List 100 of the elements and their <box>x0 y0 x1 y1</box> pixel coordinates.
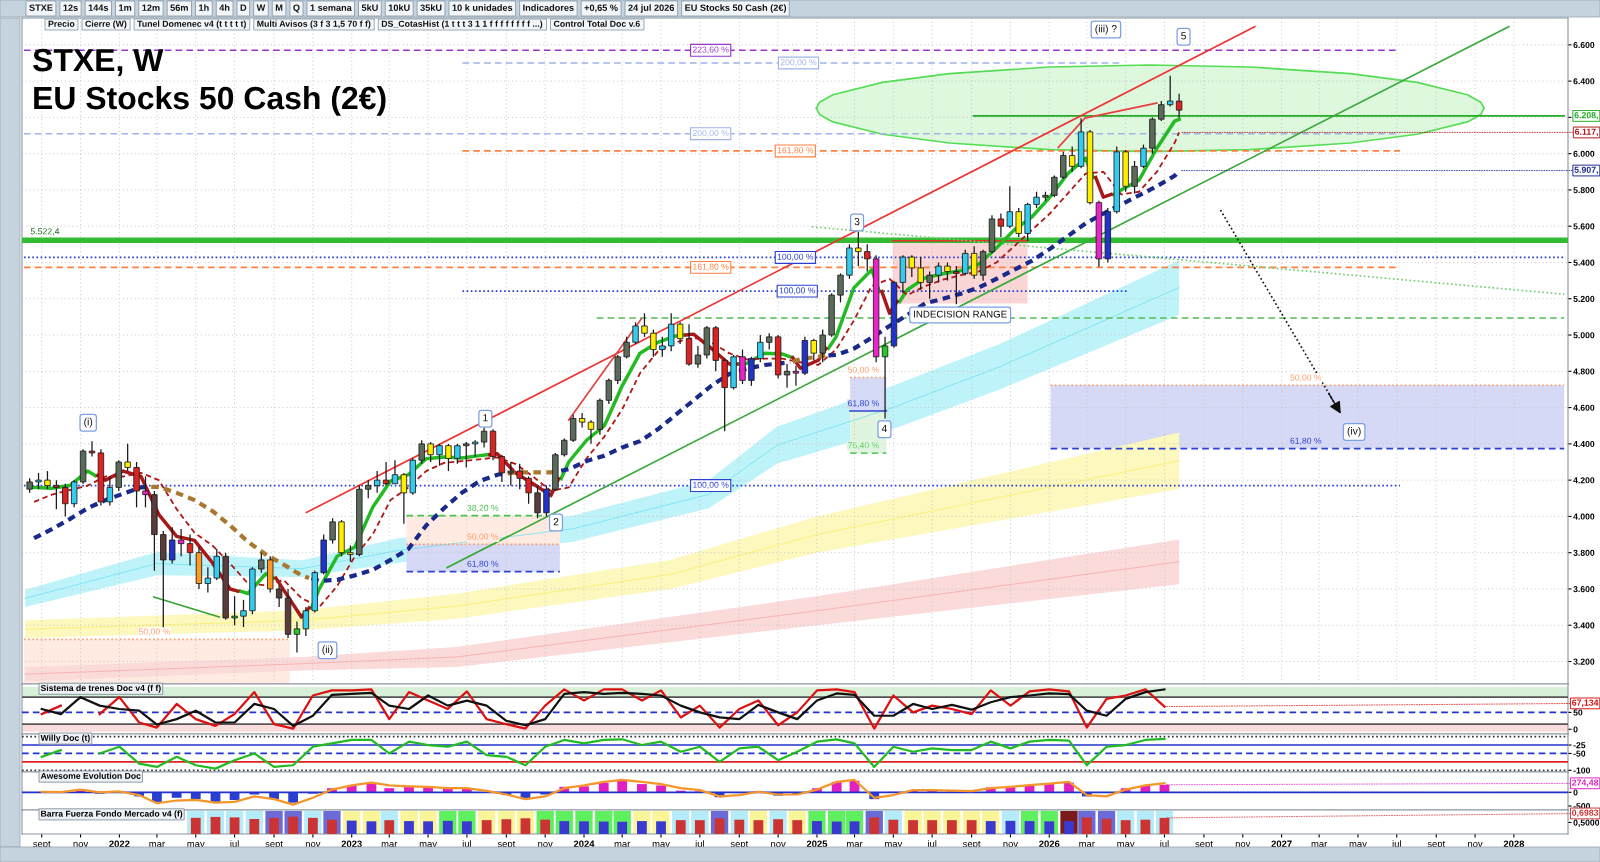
text: 1m <box>119 4 132 11</box>
x-tick-label: mar <box>1079 842 1095 848</box>
chart-title: Sistema de trenes Doc v4 (f f) <box>40 684 161 693</box>
annotation: (ii) <box>322 645 333 656</box>
y-tick-label: 50 <box>1573 709 1583 716</box>
text: 12s <box>63 4 78 11</box>
annotation: 100,00 % <box>693 481 729 489</box>
text: STXE <box>29 4 53 11</box>
text: 35kU <box>420 4 442 11</box>
x-tick-label: sept <box>497 840 516 850</box>
y-tick-label: -25 <box>1573 742 1586 749</box>
x-tick-label: sept <box>33 840 51 850</box>
x-tick-label: 2024 <box>573 840 595 848</box>
annotation: 50,00 % <box>467 533 499 541</box>
annotation: 4 <box>881 424 887 433</box>
y-tick-label: 5.200 <box>1573 295 1595 302</box>
text: 5kU <box>361 4 378 11</box>
y-tick-label: 3.800 <box>1573 549 1595 556</box>
annotation: 274,48 <box>1572 779 1599 787</box>
x-tick-label: nov <box>305 842 321 848</box>
x-tick-label: may <box>187 842 205 850</box>
y-tick-label: 3.400 <box>1573 622 1595 629</box>
text: 10kU <box>388 4 410 11</box>
text: 1h <box>199 4 209 11</box>
annotation: 61,80 % <box>1290 437 1322 445</box>
annotation: Control Total Doc v.6 <box>553 20 640 27</box>
annotation: 6.117, <box>1574 128 1598 137</box>
annotation: Tunel Domenec v4 (t t t t t) <box>137 20 246 29</box>
annotation: 50,00 % <box>138 628 170 636</box>
x-tick-label: nov <box>1235 842 1251 848</box>
x-tick-label: mar <box>381 842 398 848</box>
x-tick-label: nov <box>1003 842 1019 848</box>
text: Q <box>293 4 300 13</box>
annotation: DS_CotasHist (1 t t t 3 1 1 f f f f f f f f ...) <box>381 20 543 29</box>
x-tick-label: sept <box>1195 840 1213 850</box>
text: M <box>275 4 283 11</box>
x-tick-label: mar <box>847 842 863 848</box>
annotation: 161,80 % <box>693 263 729 271</box>
text: EU Stocks 50 Cash (2€) <box>34 85 386 116</box>
x-tick-label: may <box>1117 842 1135 850</box>
annotation: (iii) ? <box>1095 24 1117 35</box>
annotation: Multi Avisos (3 f 3 1,5 70 f f) <box>257 20 371 29</box>
y-tick-label: 4.800 <box>1573 368 1595 375</box>
x-tick-label: may <box>885 842 903 850</box>
annotation: 6.208, <box>1574 112 1598 120</box>
annotation: 100,00 % <box>779 287 816 295</box>
annotation: Precio <box>48 20 75 27</box>
text: 10 k unidades <box>452 4 513 11</box>
text: W <box>256 4 266 11</box>
y-tick-label: 0 <box>1573 726 1578 733</box>
x-tick-label: sept <box>265 840 283 850</box>
text: 24 jul 2026 <box>628 4 675 13</box>
x-tick-label: nov <box>1468 842 1483 848</box>
text: Indicadores <box>523 4 574 11</box>
annotation: 0,6983 <box>1572 809 1599 818</box>
text: 4h <box>219 4 230 11</box>
y-tick-label: 6.400 <box>1573 78 1595 85</box>
annotation: 161,80 % <box>777 147 814 155</box>
y-tick-label: 4.400 <box>1573 440 1595 448</box>
y-tick-label: 4.000 <box>1573 513 1595 520</box>
ref-line-label: 5.522,4 <box>30 228 60 236</box>
y-tick-label: 0 <box>1573 789 1578 796</box>
annotation: INDECISION RANGE <box>914 310 1007 318</box>
y-tick-label: -100 <box>1573 767 1591 774</box>
x-tick-label: sept <box>1427 840 1446 850</box>
text: STXE, W <box>32 48 164 77</box>
text: 56m <box>170 4 188 11</box>
annotation: (iv) <box>1347 427 1361 437</box>
annotation: 61,80 % <box>467 560 499 568</box>
y-tick-label: -500 <box>1573 803 1591 810</box>
annotation: 200,00 % <box>692 129 729 138</box>
x-tick-label: nov <box>538 842 553 848</box>
x-tick-label: mar <box>149 842 165 848</box>
x-tick-label: 2027 <box>1271 840 1292 848</box>
annotation: Cierre (W) <box>85 20 127 29</box>
text: 144s <box>88 4 109 11</box>
y-tick-label: 4.200 <box>1573 477 1595 484</box>
annotation: (i) <box>84 417 93 428</box>
annotation: 200,00 % <box>780 59 817 67</box>
annotation: 100,00 % <box>777 253 814 261</box>
annotation: 38,20 % <box>467 504 499 512</box>
y-tick-label: 3.600 <box>1573 586 1595 593</box>
x-tick-label: 2026 <box>1039 840 1060 848</box>
y-tick-label: 6.000 <box>1573 150 1595 157</box>
x-tick-label: mar <box>614 842 631 848</box>
chart-title: Awesome Evolution Doc <box>40 772 141 779</box>
y-tick-label: 5.600 <box>1573 223 1595 230</box>
annotation: 61,80 % <box>848 400 879 408</box>
x-tick-label: 2023 <box>341 840 362 848</box>
y-tick-label: -50 <box>1573 750 1586 757</box>
text: D <box>240 4 247 11</box>
annotation: 5 <box>1181 32 1186 40</box>
annotation: 5.907, <box>1574 166 1598 175</box>
x-tick-label: 2022 <box>109 840 130 848</box>
y-tick-label: 0,5000 <box>1573 819 1600 827</box>
annotation: 67,134 <box>1572 699 1599 707</box>
text: 1 semana <box>310 4 352 11</box>
y-tick-label: 3.200 <box>1573 658 1595 665</box>
text: +0,65 % <box>584 4 618 13</box>
x-tick-label: nov <box>73 842 89 848</box>
